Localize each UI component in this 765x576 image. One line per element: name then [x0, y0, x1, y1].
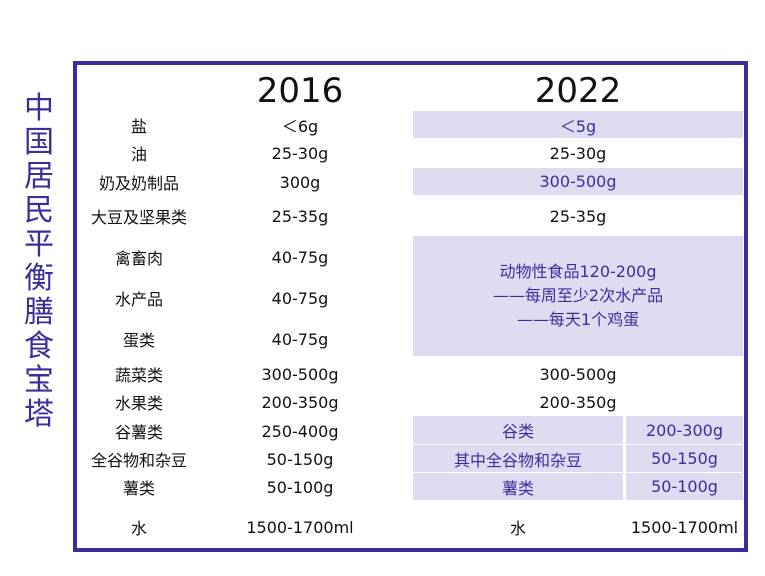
amount-2016: 50-100g	[266, 477, 334, 497]
amount-2016: 25-35g	[271, 206, 329, 226]
food-label: 盐	[130, 117, 147, 136]
merged-line: ——每天1个鸡蛋	[516, 310, 640, 329]
food-label: 全谷物和杂豆	[90, 451, 187, 470]
amount-2016: 300-500g	[261, 364, 339, 384]
amount-2022: ＜5g	[413, 111, 743, 138]
food-label: 水	[130, 519, 147, 538]
merged-line: 动物性食品120-200g	[499, 262, 657, 281]
food-2022: 谷类	[413, 416, 623, 444]
food-label: 水果类	[114, 394, 163, 413]
amount-2016: 50-150g	[266, 449, 334, 469]
food-label: 蛋类	[122, 331, 155, 350]
food-label: 奶及奶制品	[98, 174, 179, 193]
food-label: 蔬菜类	[114, 366, 163, 385]
amount-2016: 1500-1700ml	[246, 517, 354, 537]
food-2022: 水	[509, 519, 526, 538]
amount-2022: 300-500g	[413, 168, 743, 195]
food-label: 禽畜肉	[114, 249, 163, 268]
food-2022: 其中全谷物和杂豆	[413, 445, 623, 472]
amount-2016: 40-75g	[271, 329, 329, 349]
table-frame	[73, 61, 748, 552]
food-2022: 薯类	[413, 473, 623, 500]
amount-2016: ＜6g	[281, 117, 319, 136]
amount-2022: 50-100g	[626, 473, 743, 500]
food-label: 油	[130, 145, 147, 164]
amount-2022: 25-35g	[549, 206, 607, 226]
amount-2016: 300g	[279, 172, 321, 192]
amount-2022: 50-150g	[626, 445, 743, 472]
amount-2016: 250-400g	[261, 421, 339, 441]
amount-2016: 40-75g	[271, 288, 329, 308]
amount-2022: 1500-1700ml	[630, 517, 739, 537]
vertical-title: 中国居民平衡膳食宝塔	[24, 91, 54, 432]
header-2022: 2022	[534, 71, 622, 111]
amount-2022: 300-500g	[539, 364, 617, 384]
merged-cell: 动物性食品120-200g ——每周至少2次水产品 ——每天1个鸡蛋	[413, 236, 743, 356]
amount-2022: 25-30g	[549, 144, 607, 163]
amount-2022: 200-300g	[626, 416, 743, 444]
amount-2022: 200-350g	[539, 392, 617, 412]
amount-2016: 40-75g	[271, 247, 329, 267]
header-2016: 2016	[256, 71, 344, 111]
food-label: 薯类	[122, 479, 155, 498]
food-label: 大豆及坚果类	[90, 208, 187, 227]
food-label: 水产品	[114, 290, 163, 309]
food-label: 谷薯类	[114, 423, 163, 442]
amount-2016: 200-350g	[261, 392, 339, 412]
amount-2016: 25-30g	[271, 143, 329, 163]
merged-line: ——每周至少2次水产品	[492, 286, 664, 305]
